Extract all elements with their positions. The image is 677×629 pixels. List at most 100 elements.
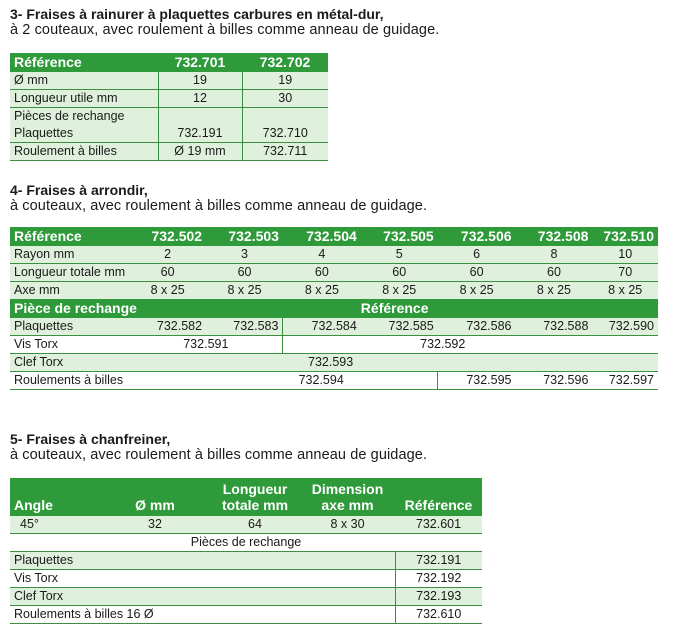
cell-ref: 732.601	[395, 516, 482, 534]
header-732702: 732.702	[242, 53, 328, 72]
cell: 732.710	[241, 125, 328, 143]
table-row: Vis Torx 732.591 732.592	[10, 335, 658, 354]
cell: 732.597	[592, 371, 658, 390]
cell-diam: 32	[100, 516, 210, 534]
table-row: Pièces de rechange	[10, 533, 482, 552]
section3-heading: 3- Fraises à rainurer à plaquettes carbu…	[10, 7, 439, 38]
spare-header-left: Pièce de rechange	[10, 299, 361, 318]
row-label: Axe mm	[10, 281, 130, 299]
cell: 8 x 25	[206, 281, 283, 299]
header-dimension-line2: axe mm	[321, 497, 374, 513]
cell: 732.596	[515, 371, 593, 390]
table-row: Vis Torx 732.192	[10, 569, 482, 588]
header-diam: Ø mm	[100, 478, 210, 516]
cell: 732.585	[360, 318, 438, 336]
section4-heading: 4- Fraises à arrondir, à couteaux, avec …	[10, 183, 427, 214]
cell: 4	[282, 246, 361, 264]
section4-table: Référence 732.502 732.503 732.504 732.50…	[10, 227, 658, 390]
cell: 10	[592, 246, 658, 264]
section4-title: 4- Fraises à arrondir,	[10, 182, 148, 198]
table-header-row: Angle Ø mm Longueur totale mm Dimension …	[10, 478, 482, 516]
header-dimension: Dimension axe mm	[300, 478, 395, 516]
spare-header-right: Référence	[360, 299, 658, 318]
section3-table: Référence 732.701 732.702 Ø mm 19 19 Lon…	[10, 53, 328, 161]
section5-table: Angle Ø mm Longueur totale mm Dimension …	[10, 478, 482, 624]
row-label: Longueur utile mm	[10, 89, 158, 108]
cell: 732.592	[282, 335, 658, 354]
cell: 732.583	[206, 318, 284, 336]
header-longueur-line2: totale mm	[221, 497, 289, 513]
cell: 60	[360, 263, 438, 282]
cell: 8 x 25	[592, 281, 658, 299]
cell: 732.590	[592, 318, 658, 336]
cell: 732.593	[129, 353, 658, 372]
cell	[157, 107, 242, 125]
cell: 2	[129, 246, 207, 264]
spare-title: Pièces de rechange	[10, 533, 482, 552]
section4-subtitle: à couteaux, avec roulement à billes comm…	[10, 198, 428, 214]
cell: 60	[206, 263, 283, 282]
header-ref: Référence	[395, 478, 482, 516]
cell: 60	[129, 263, 207, 282]
row-label: Roulements à billes	[10, 371, 130, 390]
cell: 70	[592, 263, 658, 282]
row-label: Pièces de rechange	[10, 107, 158, 125]
cell: 8 x 25	[515, 281, 593, 299]
row-label: Clef Torx	[10, 587, 395, 606]
cell: 732.191	[157, 125, 242, 143]
table-row: Rayon mm 2 3 4 5 6 8 10	[10, 246, 658, 264]
cell-angle: 45°	[10, 516, 100, 534]
section3-title: 3- Fraises à rainurer à plaquettes carbu…	[10, 6, 384, 22]
table-row: Longueur utile mm 12 30	[10, 89, 328, 108]
row-label: Ø mm	[10, 72, 158, 90]
cell: Ø 19 mm	[157, 142, 242, 161]
row-label: Plaquettes	[10, 125, 158, 143]
header-dimension-line1: Dimension	[311, 481, 384, 497]
cell-ref: 732.192	[394, 569, 482, 588]
header-longueur-line1: Longueur	[222, 481, 288, 497]
spare-header-row: Pièce de rechange Référence	[10, 299, 658, 318]
row-label: Roulement à billes	[10, 142, 158, 161]
row-label: Roulements à billes 16 Ø	[10, 605, 395, 624]
header-ref: 732.504	[282, 227, 361, 246]
section5-heading: 5- Fraises à chanfreiner, à couteaux, av…	[10, 432, 427, 463]
cell: 732.584	[282, 318, 361, 336]
table-header-row: Référence 732.502 732.503 732.504 732.50…	[10, 227, 658, 246]
cell: 8 x 25	[282, 281, 361, 299]
table-row: Plaquettes 732.191	[10, 551, 482, 570]
table-row: Longueur totale mm 60 60 60 60 60 60 70	[10, 263, 658, 282]
header-ref: 732.502	[129, 227, 207, 246]
table-row: Plaquettes 732.191 732.710	[10, 125, 328, 143]
header-ref: 732.506	[437, 227, 516, 246]
table-row: Plaquettes 732.582 732.583 732.584 732.5…	[10, 318, 658, 336]
header-reference: Référence	[10, 53, 158, 72]
cell	[241, 107, 328, 125]
section5-title: 5- Fraises à chanfreiner,	[10, 431, 171, 447]
cell: 732.588	[515, 318, 593, 336]
header-732701: 732.701	[158, 53, 242, 72]
cell: 732.582	[129, 318, 207, 336]
cell: 8 x 25	[360, 281, 438, 299]
row-label: Vis Torx	[10, 335, 130, 354]
cell: 12	[157, 89, 242, 108]
table-row: Axe mm 8 x 25 8 x 25 8 x 25 8 x 25 8 x 2…	[10, 281, 658, 299]
header-ref: 732.508	[515, 227, 593, 246]
header-ref: 732.510	[592, 227, 658, 246]
header-longueur: Longueur totale mm	[210, 478, 300, 516]
cell: 732.595	[437, 371, 516, 390]
cell: 732.586	[437, 318, 516, 336]
row-label: Clef Torx	[10, 353, 130, 372]
cell: 5	[360, 246, 438, 264]
cell: 732.711	[241, 142, 328, 161]
row-label: Vis Torx	[10, 569, 395, 588]
table-header-row: Référence 732.701 732.702	[10, 53, 328, 72]
row-label: Longueur totale mm	[10, 263, 130, 282]
cell: 8 x 25	[437, 281, 516, 299]
cell: 60	[282, 263, 361, 282]
cell: 3	[206, 246, 283, 264]
cell-long: 64	[210, 516, 300, 534]
row-label: Plaquettes	[10, 551, 395, 570]
cell-dim: 8 x 30	[300, 516, 395, 534]
cell: 8	[515, 246, 593, 264]
table-row: Ø mm 19 19	[10, 72, 328, 90]
